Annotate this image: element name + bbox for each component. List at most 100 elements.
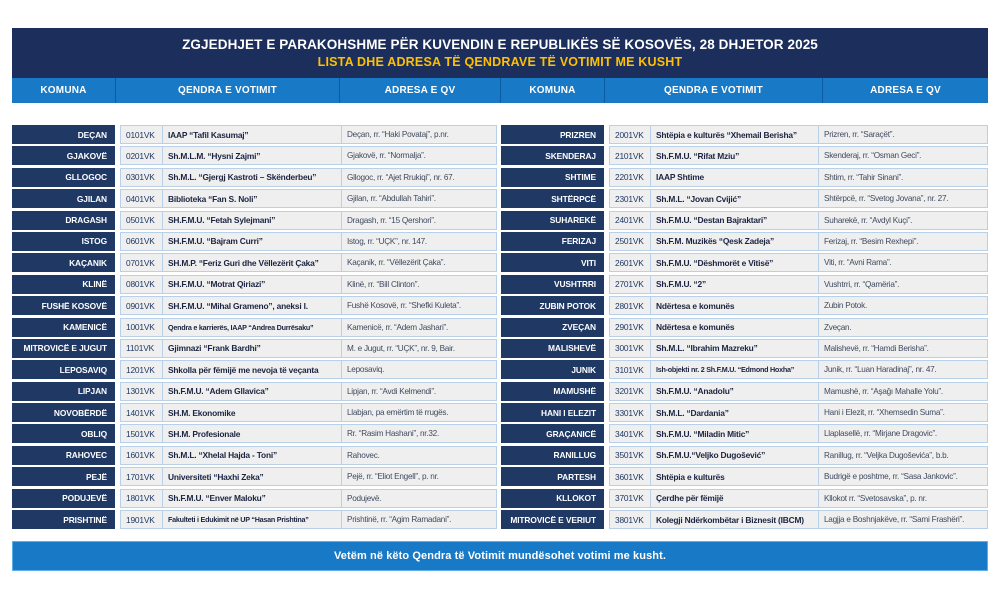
voting-center-cell: SH.M.P. “Feriz Guri dhe Vëllezërit Çaka” [162, 253, 342, 273]
footer-note-bar: Vetëm në këto Qendra të Votimit mundësoh… [12, 541, 988, 572]
code-cell: 1101VK [120, 338, 163, 358]
table-row: KAMENICË 1001VK Qendra e karrierës, IAAP “… [12, 317, 497, 337]
code-cell: 1901VK [120, 510, 163, 530]
code-cell: 3301VK [609, 403, 651, 423]
code-cell: 2601VK [609, 253, 651, 273]
table-row: ISTOG 0601VK SH.F.M.U. “Bajram Curri” Istog… [12, 231, 497, 251]
page-subtitle: LISTA DHE ADRESA TË QENDRAVE TË VOTIMIT … [317, 55, 683, 69]
code-cell: 1301VK [120, 381, 163, 401]
komuna-cell: GLLOGOC [12, 167, 115, 187]
voting-centers-tables: DEÇAN 0101VK IAAP “Tafil Kasumaj” Deçan, rr… [12, 125, 988, 531]
address-cell: Gjakovë, rr. “Normalja”. [341, 146, 497, 166]
komuna-cell: PARTESH [501, 467, 604, 487]
komuna-cell: MITROVICË E JUGUT [12, 338, 115, 358]
address-cell: Vushtrri, rr. “Qamëria”. [818, 274, 988, 294]
code-cell: 1001VK [120, 317, 163, 337]
code-cell: 2201VK [609, 167, 651, 187]
komuna-cell: MITROVICË E VERIUT [501, 510, 604, 530]
voting-center-cell: Sh.M.L.M. “Hysni Zajmi” [162, 146, 342, 166]
komuna-cell: SHTËRPCË [501, 189, 604, 209]
voting-center-cell: Biblioteka “Fan S. Noli” [162, 189, 342, 209]
address-cell: Zveçan. [818, 317, 988, 337]
code-cell: 3001VK [609, 338, 651, 358]
address-cell: Pejë, rr. “Eliot Engell”, p. nr. [341, 467, 497, 487]
code-cell: 0601VK [120, 231, 163, 251]
code-cell: 2001VK [609, 125, 651, 144]
voting-center-cell: Sh.M.L. “Jovan Cvijić” [650, 189, 819, 209]
code-cell: 0301VK [120, 167, 163, 187]
komuna-cell: SKENDERAJ [501, 146, 604, 166]
code-cell: 0701VK [120, 253, 163, 273]
voting-center-cell: Gjimnazi “Frank Bardhi” [162, 338, 342, 358]
code-cell: 2701VK [609, 274, 651, 294]
table-row: PODUJEVË 1801VK Sh.F.M.U. “Enver Maloku” Po… [12, 488, 497, 508]
address-cell: Viti, rr. “Avni Rama”. [818, 253, 988, 273]
table-row: ZUBIN POTOK 2801VK Ndërtesa e komunës Zubin… [501, 296, 988, 316]
voting-center-cell: SH.F.M.U. “Motrat Qiriazi” [162, 274, 342, 294]
code-cell: 2801VK [609, 296, 651, 316]
voting-center-cell: Qendra e karrierës, IAAP “Andrea Durrësa… [162, 317, 342, 337]
column-header-komuna-right: KOMUNA [501, 78, 605, 103]
komuna-cell: OBLIQ [12, 424, 115, 444]
komuna-cell: ISTOG [12, 231, 115, 251]
code-cell: 2501VK [609, 231, 651, 251]
voting-center-cell: Sh.F.M.U. “Rifat Mziu” [650, 146, 819, 166]
komuna-cell: PEJË [12, 467, 115, 487]
table-row: KLLOKOT 3701VK Çerdhe për fëmijë Kllokot rr… [501, 488, 988, 508]
code-cell: 2301VK [609, 189, 651, 209]
code-cell: 3401VK [609, 424, 651, 444]
komuna-cell: MAMUSHË [501, 381, 604, 401]
code-cell: 3801VK [609, 510, 651, 530]
address-cell: Shtërpcë, rr. “Svetog Jovana”, nr. 27. [818, 189, 988, 209]
address-cell: Ferizaj, rr. “Besim Rexhepi”. [818, 231, 988, 251]
code-cell: 2101VK [609, 146, 651, 166]
komuna-cell: VITI [501, 253, 604, 273]
address-cell: Istog, rr. “UÇK”, nr. 147. [341, 231, 497, 251]
table-row: LIPJAN 1301VK Sh.F.M.U. “Adem Gllavica” Lip… [12, 381, 497, 401]
code-cell: 0101VK [120, 125, 163, 144]
komuna-cell: FUSHË KOSOVË [12, 296, 115, 316]
column-header-qendra-left: QENDRA E VOTIMIT [116, 78, 340, 103]
code-cell: 0501VK [120, 210, 163, 230]
voting-center-cell: SH.F.M.U. “Fetah Sylejmani” [162, 210, 342, 230]
komuna-cell: MALISHEVË [501, 338, 604, 358]
voting-center-cell: Shtëpia e kulturës “Xhemail Berisha” [650, 125, 819, 144]
table-row: MITROVICË E JUGUT 1101VK Gjimnazi “Frank B… [12, 338, 497, 358]
column-header-qendra-right: QENDRA E VOTIMIT [605, 78, 823, 103]
table-row: OBLIQ 1501VK SH.M. Profesionale Rr. “Rasim … [12, 424, 497, 444]
code-cell: 0201VK [120, 146, 163, 166]
table-row: DRAGASH 0501VK SH.F.M.U. “Fetah Sylejmani”… [12, 210, 497, 230]
voting-center-cell: SH.F.M.U. “Bajram Curri” [162, 231, 342, 251]
table-row: FUSHË KOSOVË 0901VK SH.F.M.U. “Mihal Grame… [12, 296, 497, 316]
address-cell: M. e Jugut, rr. “UÇK”, nr. 9, Bair. [341, 338, 497, 358]
voting-center-cell: SH.F.M.U. “Mihal Grameno”, aneksi I. [162, 296, 342, 316]
code-cell: 1601VK [120, 445, 163, 465]
komuna-cell: VUSHTRRI [501, 274, 604, 294]
address-cell: Lipjan, rr. “Avdi Kelmendi”. [341, 381, 497, 401]
table-row: NOVOBËRDË 1401VK SH.M. Ekonomike Llabjan, p… [12, 403, 497, 423]
komuna-cell: FERIZAJ [501, 231, 604, 251]
column-header-adresa-left: ADRESA E QV [340, 78, 501, 103]
komuna-cell: JUNIK [501, 360, 604, 380]
komuna-cell: KLINË [12, 274, 115, 294]
komuna-cell: PODUJEVË [12, 488, 115, 508]
address-cell: Ranillug, rr. “Veljka Dugoševića”, b.b. [818, 445, 988, 465]
table-row: RANILLUG 3501VK Sh.F.M.U.“Veljko Dugošević… [501, 445, 988, 465]
table-header-row: KOMUNA QENDRA E VOTIMIT ADRESA E QV KOMU… [12, 78, 988, 103]
address-cell: Klinë, rr. “Bill Clinton”. [341, 274, 497, 294]
code-cell: 0401VK [120, 189, 163, 209]
address-cell: Gjilan, rr. “Abdullah Tahiri”. [341, 189, 497, 209]
address-cell: Zubin Potok. [818, 296, 988, 316]
komuna-cell: KLLOKOT [501, 488, 604, 508]
voting-center-cell: Universiteti “Haxhi Zeka” [162, 467, 342, 487]
komuna-cell: DEÇAN [12, 125, 115, 144]
left-table: DEÇAN 0101VK IAAP “Tafil Kasumaj” Deçan, rr… [12, 125, 497, 531]
voting-center-cell: Fakulteti i Edukimit në UP “Hasan Prisht… [162, 510, 342, 530]
table-row: ZVEÇAN 2901VK Ndërtesa e komunës Zveçan. [501, 317, 988, 337]
table-row: PEJË 1701VK Universiteti “Haxhi Zeka” Pejë,… [12, 467, 497, 487]
voting-center-cell: Sh.M.L. “Xhelal Hajda - Toni” [162, 445, 342, 465]
code-cell: 1201VK [120, 360, 163, 380]
komuna-cell: ZVEÇAN [501, 317, 604, 337]
code-cell: 3101VK [609, 360, 651, 380]
address-cell: Budrigë e poshtme, rr. “Sasa Jankovic”. [818, 467, 988, 487]
